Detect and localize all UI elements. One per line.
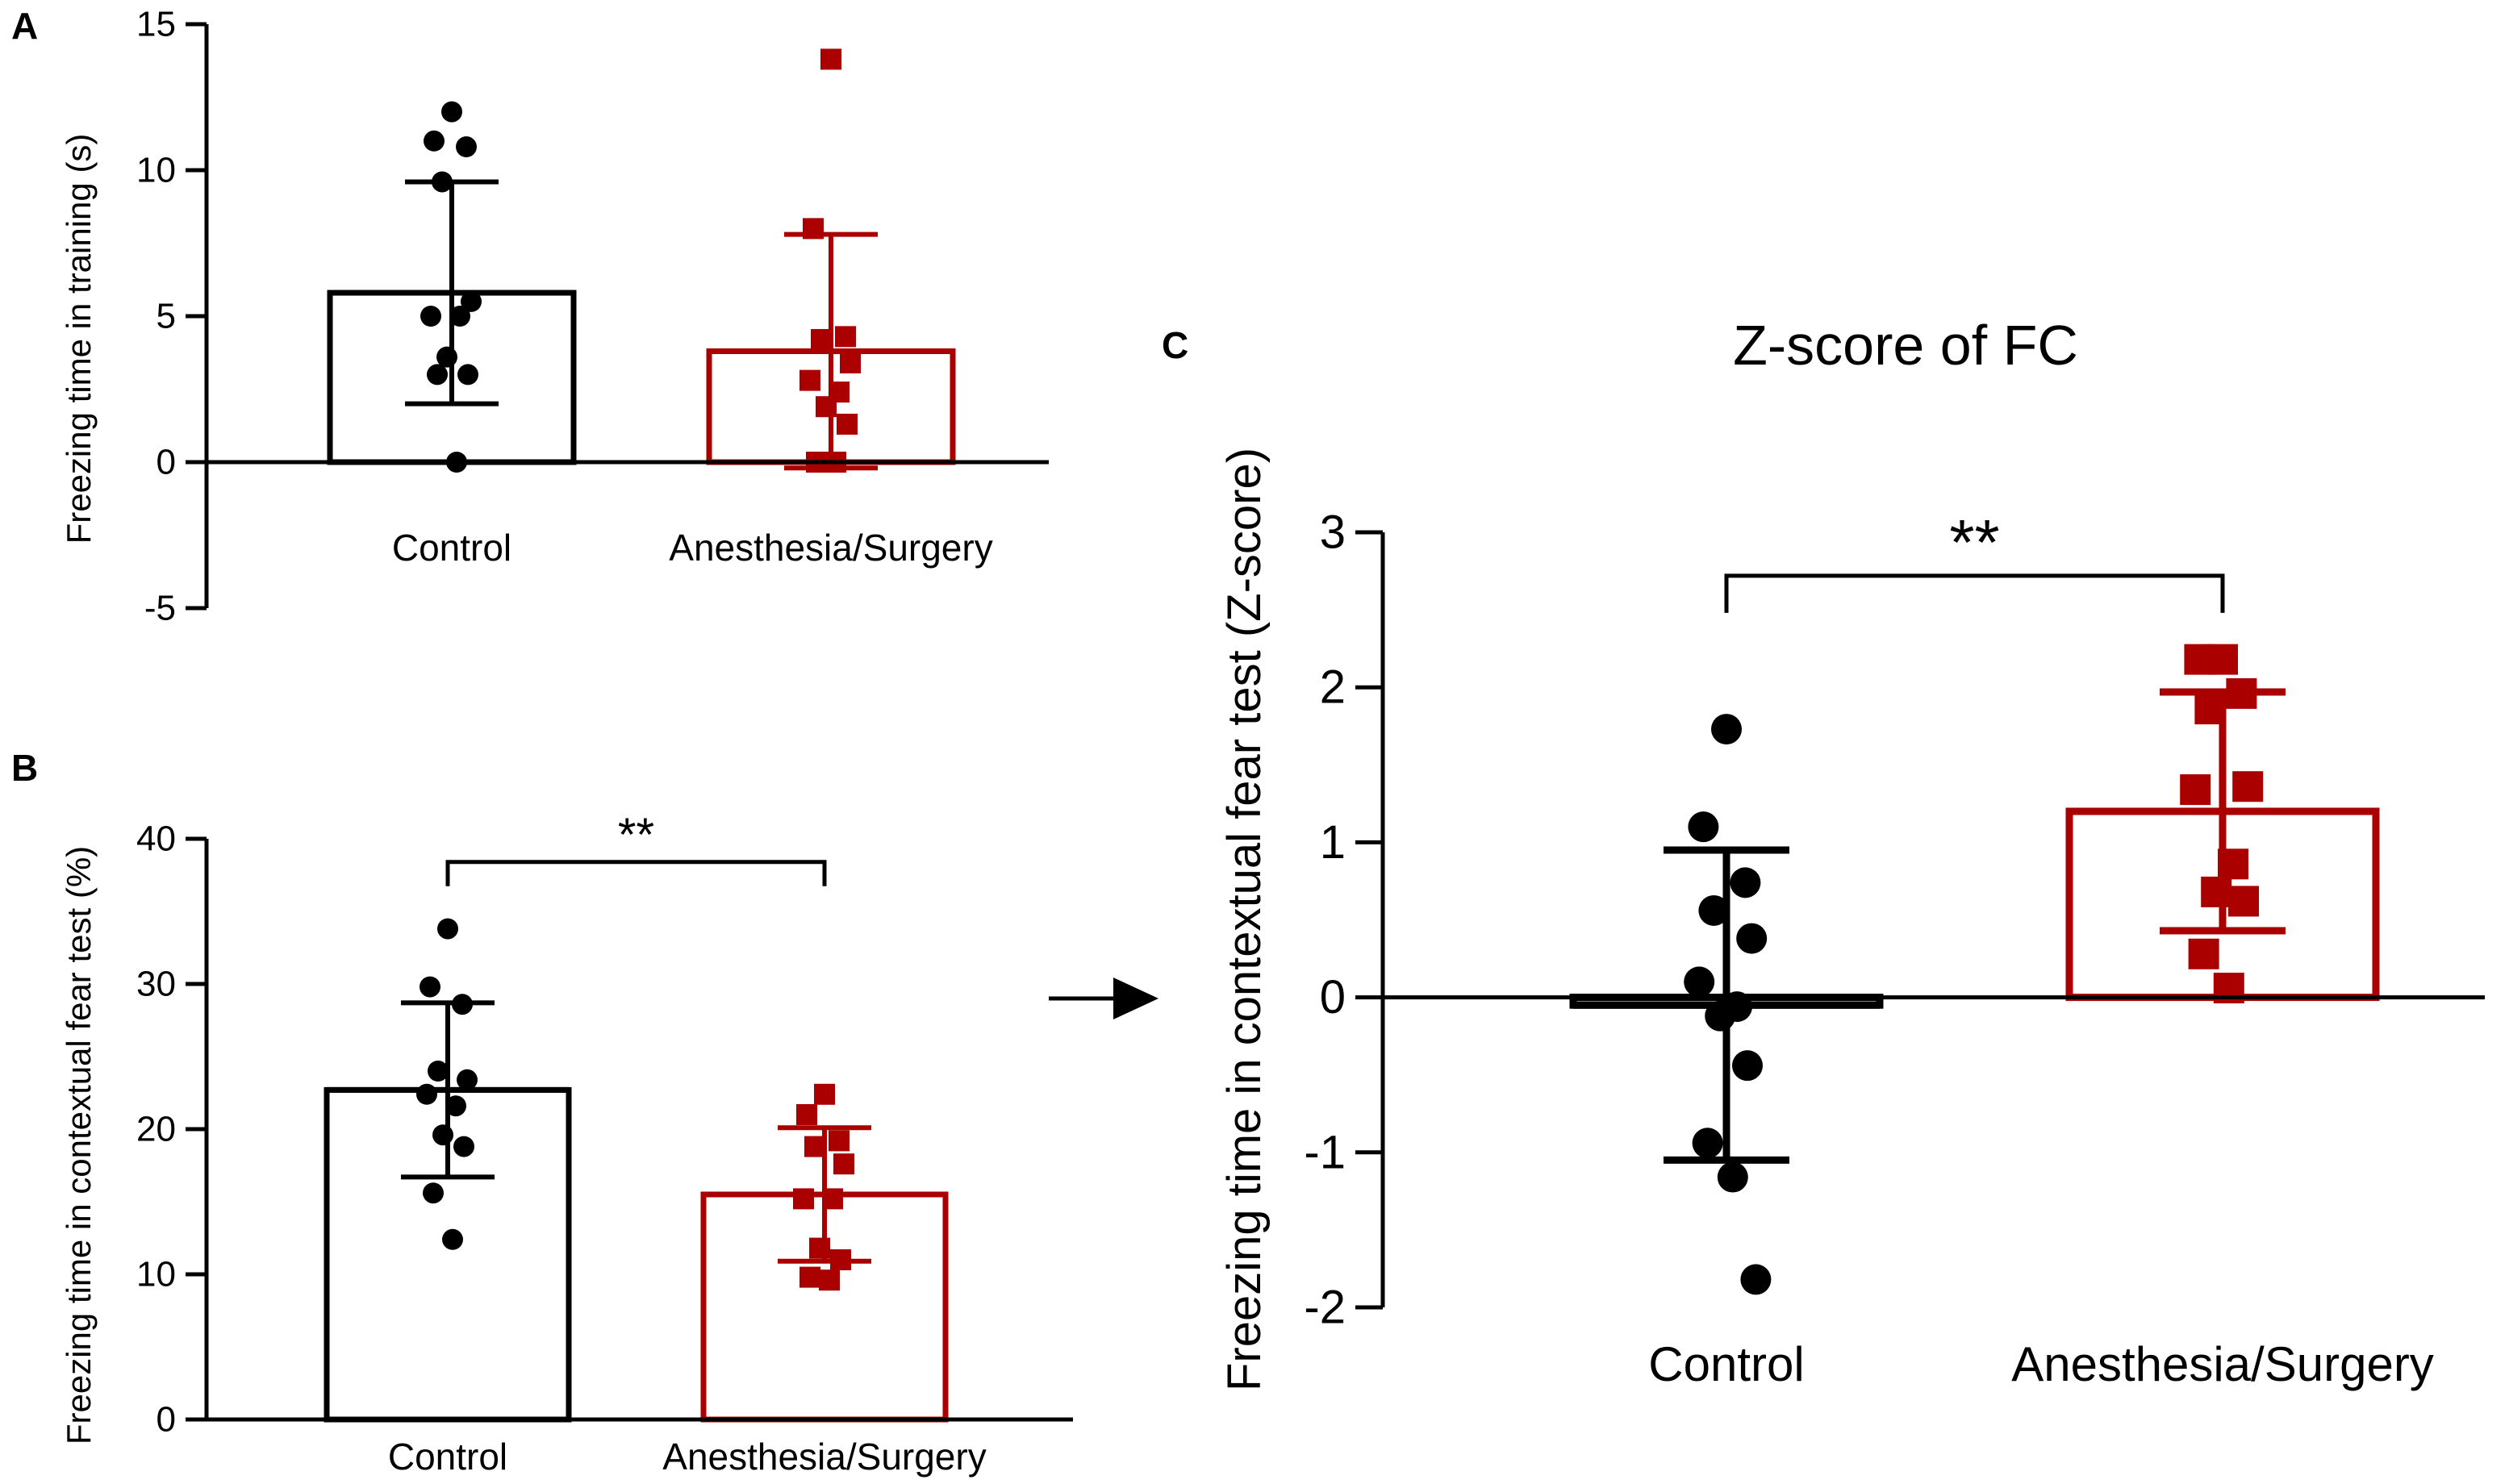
data-point <box>437 918 458 940</box>
data-point <box>457 364 478 386</box>
data-point <box>423 1182 444 1204</box>
data-point <box>2232 771 2264 802</box>
data-point <box>428 1061 449 1082</box>
data-point <box>811 328 832 350</box>
y-tick-label: 10 <box>136 151 176 190</box>
y-tick-label: 40 <box>136 819 176 859</box>
data-point <box>445 1095 466 1117</box>
panel-c: C Z-score of FC Freezing time in context… <box>1162 314 2485 1391</box>
panel-a: A Freezing time in training (s) 15 10 5 0 -5… <box>11 5 1049 628</box>
data-point <box>796 1104 817 1125</box>
data-point <box>453 1136 474 1157</box>
data-point <box>2201 876 2232 907</box>
y-tick-label: 15 <box>136 5 176 44</box>
data-point <box>837 413 858 435</box>
panel-c-label: C <box>1162 324 1188 366</box>
x-category-label: Anesthesia/Surgery <box>662 1436 986 1478</box>
data-point <box>424 130 445 152</box>
data-point <box>456 136 477 158</box>
data-point <box>420 976 440 998</box>
data-point <box>835 326 856 348</box>
data-point <box>441 101 462 123</box>
data-point <box>427 364 448 386</box>
y-tick-label: 30 <box>136 965 176 1004</box>
significance-label: ** <box>1949 506 1999 578</box>
y-tick-label: 0 <box>157 443 176 482</box>
data-point <box>809 1237 830 1259</box>
data-point <box>1732 1050 1763 1082</box>
data-point <box>1740 1264 1772 1295</box>
data-point <box>2184 644 2215 675</box>
data-point <box>1717 1161 1748 1193</box>
y-tick-label: 20 <box>136 1110 176 1149</box>
y-tick-label: 10 <box>136 1255 176 1294</box>
significance-bracket <box>1724 573 2225 613</box>
panel-b-y-axis-label: Freezing time in contextual fear test (%… <box>60 846 98 1444</box>
data-point <box>814 1083 835 1105</box>
data-point <box>457 1069 478 1090</box>
panel-a-y-axis-label: Freezing time in training (s) <box>60 134 98 544</box>
y-tick-label: 3 <box>1320 506 1346 559</box>
data-point <box>442 1228 463 1250</box>
x-category-label: Anesthesia/Surgery <box>2011 1337 2434 1391</box>
y-tick-label: 2 <box>1320 661 1346 714</box>
panel-b: B Freezing time in contextual fear test … <box>11 747 1073 1478</box>
data-point <box>432 1124 453 1146</box>
significance-bracket <box>445 860 827 886</box>
data-point <box>819 1269 840 1291</box>
panel-a-label: A <box>11 5 38 47</box>
data-point <box>799 369 820 391</box>
data-point <box>799 1266 820 1288</box>
data-point <box>1730 867 1761 898</box>
data-point <box>840 352 861 373</box>
x-category-label: Control <box>392 527 511 569</box>
data-point <box>820 48 841 70</box>
x-category-label: Control <box>1648 1337 1804 1391</box>
panel-b-label: B <box>11 747 38 789</box>
y-tick-label: 0 <box>1320 971 1346 1023</box>
arrow-right-icon <box>1049 978 1158 1019</box>
data-point <box>2188 938 2219 969</box>
x-category-label: Control <box>388 1436 507 1478</box>
data-point <box>2228 886 2259 917</box>
data-point <box>829 1130 850 1152</box>
data-point <box>793 1188 814 1210</box>
data-point <box>420 306 441 327</box>
data-point <box>804 1136 825 1157</box>
data-point <box>461 290 482 312</box>
data-point <box>1688 811 1719 843</box>
panel-c-title: Z-score of FC <box>1733 314 2078 377</box>
data-point <box>2180 774 2211 806</box>
data-point <box>1736 923 1768 954</box>
data-point <box>449 306 470 327</box>
panel-c-y-axis-label: Freezing time in contextual fear test (Z… <box>1218 448 1271 1391</box>
data-point <box>1684 966 1715 998</box>
y-tick-label: 5 <box>157 297 176 336</box>
y-tick-label: -5 <box>144 589 176 628</box>
data-point <box>1698 894 1730 926</box>
data-point <box>816 396 837 418</box>
data-point <box>416 1083 437 1105</box>
data-point <box>833 1153 854 1175</box>
y-tick-label: 0 <box>157 1400 176 1440</box>
y-tick-label: 1 <box>1320 816 1346 869</box>
y-tick-label: -1 <box>1304 1126 1346 1178</box>
data-point <box>1711 714 1742 745</box>
y-tick-label: -2 <box>1304 1282 1346 1334</box>
data-point <box>1692 1128 1723 1159</box>
x-category-label: Anesthesia/Surgery <box>669 527 992 569</box>
significance-label: ** <box>618 809 654 861</box>
